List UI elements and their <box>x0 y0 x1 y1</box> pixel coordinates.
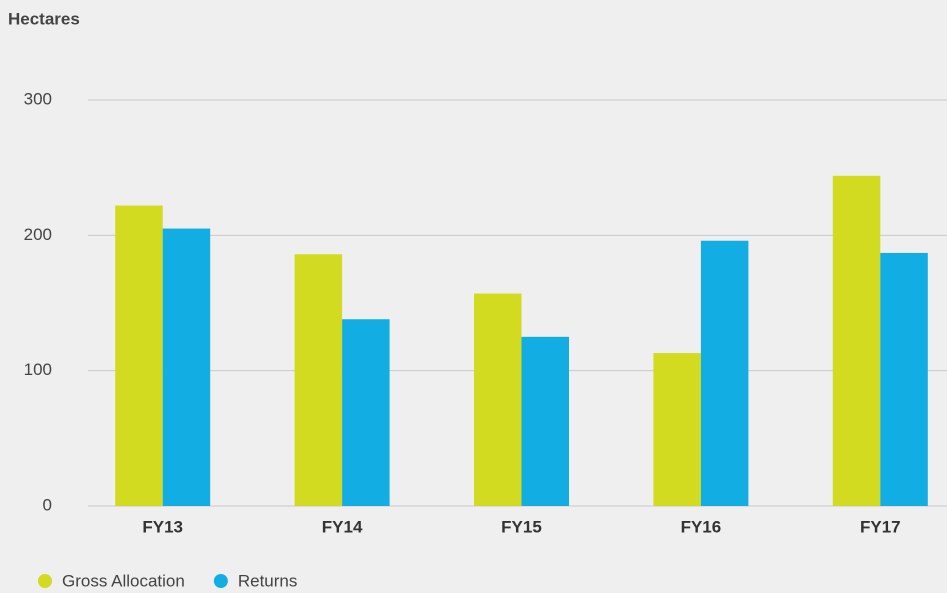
y-tick-label: 200 <box>24 225 52 244</box>
y-tick-label: 0 <box>43 495 52 514</box>
bar <box>521 336 569 506</box>
y-tick-label: 300 <box>24 89 52 108</box>
y-tick-label: 100 <box>24 360 52 379</box>
bar <box>474 293 522 506</box>
x-tick-label: FY13 <box>142 517 183 536</box>
bar <box>832 175 881 506</box>
legend-label: Returns <box>238 571 298 590</box>
bar <box>115 205 163 506</box>
x-tick-label: FY15 <box>501 517 542 536</box>
bar <box>294 254 343 506</box>
bar <box>653 353 701 506</box>
bar <box>342 319 390 506</box>
legend-swatch <box>38 574 52 588</box>
bar <box>700 240 749 506</box>
legend-label: Gross Allocation <box>62 571 185 590</box>
x-tick-label: FY14 <box>322 517 363 536</box>
bar <box>162 228 211 507</box>
bar <box>880 252 928 506</box>
x-tick-label: FY16 <box>681 517 722 536</box>
y-axis-title: Hectares <box>8 9 80 28</box>
x-tick-label: FY17 <box>860 517 901 536</box>
legend-swatch <box>213 574 228 588</box>
